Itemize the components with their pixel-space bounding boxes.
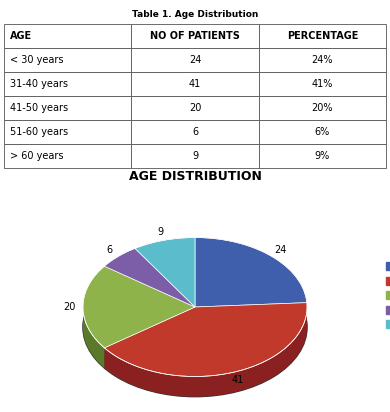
Polygon shape: [83, 266, 195, 348]
Polygon shape: [195, 238, 307, 307]
Text: 24: 24: [275, 245, 287, 255]
Text: 6: 6: [106, 245, 112, 255]
Polygon shape: [105, 248, 195, 307]
Polygon shape: [105, 248, 135, 286]
Polygon shape: [135, 238, 195, 307]
Polygon shape: [105, 303, 307, 377]
Text: 20: 20: [63, 302, 76, 312]
Ellipse shape: [83, 258, 307, 397]
Text: Table 1. Age Distribution: Table 1. Age Distribution: [132, 10, 258, 19]
Title: AGE DISTRIBUTION: AGE DISTRIBUTION: [129, 170, 261, 183]
Legend: < 30, 31-40, 41-50, 51-60, > 60: < 30, 31-40, 41-50, 51-60, > 60: [386, 262, 390, 330]
Polygon shape: [135, 238, 195, 269]
Text: 9: 9: [157, 227, 163, 237]
Text: 41: 41: [231, 375, 244, 385]
Polygon shape: [195, 238, 307, 323]
Polygon shape: [83, 266, 105, 368]
Polygon shape: [105, 303, 307, 397]
